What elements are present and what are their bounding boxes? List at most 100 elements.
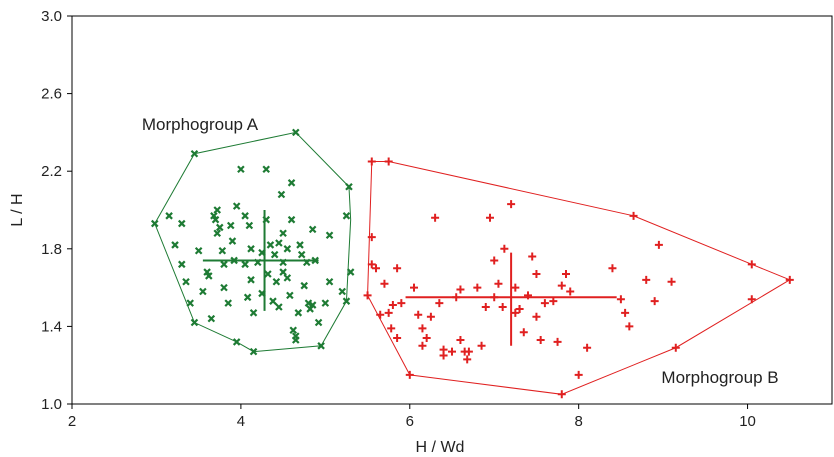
x-tick-label: 10: [739, 413, 756, 430]
data-point: [216, 223, 224, 232]
data-point: [367, 260, 376, 269]
data-point: [182, 278, 190, 286]
data-point: [245, 221, 254, 230]
data-point: [213, 229, 222, 238]
data-point: [287, 179, 296, 187]
data-point: [464, 347, 473, 356]
y-axis-label: L / H: [9, 193, 26, 226]
data-point: [220, 283, 228, 292]
data-point: [317, 342, 325, 350]
data-point: [414, 310, 423, 319]
data-point: [650, 297, 659, 306]
data-point: [289, 326, 298, 335]
data-point: [321, 299, 330, 307]
data-point: [345, 182, 353, 191]
plot-frame: [71, 15, 833, 405]
data-point: [218, 246, 227, 255]
data-point: [203, 268, 211, 276]
data-point: [519, 328, 528, 337]
series-0: [150, 128, 355, 356]
data-point: [380, 279, 389, 288]
data-point: [272, 278, 281, 286]
data-point: [456, 285, 465, 294]
data-point: [388, 301, 397, 310]
data-point: [363, 291, 372, 300]
series-layer: [150, 128, 794, 399]
data-point: [621, 308, 630, 317]
data-point: [494, 279, 503, 288]
data-point: [477, 341, 486, 350]
data-point: [294, 309, 303, 317]
data-point: [410, 283, 418, 292]
data-point: [367, 157, 376, 166]
data-point: [747, 260, 756, 269]
data-point: [296, 241, 304, 249]
data-point: [562, 270, 570, 279]
data-point: [342, 212, 351, 220]
data-point: [186, 299, 194, 307]
data-point: [486, 213, 494, 222]
data-point: [205, 272, 213, 280]
y-tick-label: 3.0: [41, 8, 62, 25]
data-point: [422, 334, 431, 343]
data-point: [463, 355, 472, 364]
data-point: [292, 128, 300, 137]
data-point: [532, 270, 541, 279]
data-point: [325, 278, 334, 286]
data-point: [481, 303, 490, 311]
data-point: [249, 347, 258, 356]
data-point: [500, 244, 509, 253]
data-point: [269, 297, 277, 305]
data-point: [367, 233, 376, 242]
data-point: [671, 343, 680, 352]
data-point: [283, 245, 292, 253]
data-point: [448, 347, 456, 356]
data-point: [275, 239, 283, 247]
data-point: [583, 343, 592, 352]
data-point: [304, 299, 313, 307]
data-point: [372, 264, 380, 273]
data-point: [224, 299, 232, 307]
data-point: [270, 250, 279, 259]
data-point: [456, 335, 465, 344]
data-point: [498, 303, 507, 311]
data-point: [435, 299, 444, 308]
data-point: [439, 345, 448, 354]
data-point: [178, 260, 186, 269]
annotation-morphogroup-b: Morphogroup B: [661, 368, 778, 387]
data-point: [150, 219, 159, 228]
data-point: [249, 309, 258, 317]
data-point: [473, 283, 482, 292]
data-point: [566, 287, 575, 296]
data-point: [211, 215, 220, 224]
data-point: [297, 250, 306, 259]
data-point: [654, 240, 663, 249]
data-point: [511, 308, 520, 317]
data-point: [300, 281, 308, 290]
data-point: [266, 241, 275, 249]
data-point: [387, 324, 396, 333]
data-point: [262, 165, 270, 174]
data-point: [540, 299, 549, 308]
data-point: [376, 310, 385, 319]
data-point: [393, 264, 402, 273]
data-point: [346, 268, 355, 276]
data-point: [232, 338, 241, 346]
data-point: [190, 318, 199, 327]
data-point: [557, 390, 566, 399]
x-tick-label: 2: [68, 413, 76, 430]
data-point: [574, 370, 583, 379]
data-point: [384, 308, 393, 317]
y-tick-label: 2.2: [41, 163, 62, 180]
data-point: [226, 221, 235, 230]
data-point: [241, 260, 249, 269]
data-point: [264, 270, 272, 278]
data-point: [275, 303, 283, 311]
data-point: [557, 281, 566, 290]
data-point: [220, 260, 228, 269]
y-tick-label: 2.6: [41, 86, 62, 103]
data-point: [247, 245, 255, 253]
data-point: [342, 297, 351, 305]
data-point: [553, 337, 562, 346]
